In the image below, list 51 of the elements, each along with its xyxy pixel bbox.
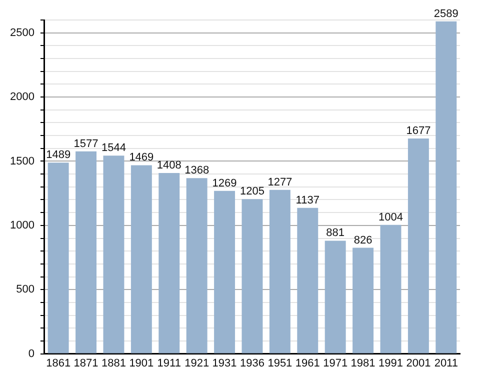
- bar: [214, 190, 236, 354]
- data-label: 881: [326, 227, 345, 240]
- bar: [436, 21, 457, 354]
- data-label: 1408: [156, 160, 182, 172]
- y-tick-label: 500: [16, 284, 34, 296]
- bar: [269, 190, 290, 354]
- y-tick-label: 2000: [10, 91, 34, 104]
- x-tick-label: 1991: [378, 357, 403, 370]
- data-label: 1277: [268, 176, 292, 188]
- bar: [380, 224, 402, 354]
- bar: [352, 248, 374, 354]
- data-label: 1137: [296, 194, 320, 206]
- data-label: 1677: [406, 125, 431, 138]
- x-tick-label: 1881: [101, 357, 126, 370]
- x-tick-label: 1961: [295, 357, 320, 370]
- bar: [48, 162, 69, 354]
- bar: [130, 165, 152, 354]
- data-label: 1469: [129, 152, 154, 164]
- y-tick-label: 2500: [10, 26, 34, 39]
- bar: [158, 173, 180, 354]
- y-tick-label: 1000: [10, 219, 34, 232]
- x-tick-label: 1911: [157, 357, 181, 370]
- bar: [103, 156, 124, 354]
- x-tick-label: 1936: [240, 357, 264, 370]
- x-tick-label: 1861: [46, 357, 71, 370]
- data-label: 1004: [378, 211, 403, 224]
- data-label: 1544: [101, 142, 126, 154]
- bar: [242, 199, 263, 354]
- data-label: 826: [354, 234, 372, 246]
- bar: [324, 240, 346, 354]
- data-label: 1577: [74, 138, 98, 150]
- x-tick-label: 1871: [74, 357, 98, 370]
- data-label: 1269: [212, 177, 237, 190]
- y-tick-label: 1500: [10, 155, 34, 168]
- bar: [408, 138, 429, 354]
- data-label: 1205: [240, 186, 264, 198]
- x-tick-label: 2011: [434, 357, 458, 370]
- data-label: 1368: [184, 164, 210, 177]
- x-tick-label: 1951: [268, 357, 292, 370]
- data-label: 1489: [46, 149, 71, 162]
- x-tick-label: 1971: [323, 357, 348, 370]
- bar: [186, 178, 208, 354]
- y-tick-label: 0: [28, 348, 34, 360]
- x-tick-label: 1981: [350, 357, 376, 370]
- x-tick-label: 1931: [212, 357, 237, 370]
- x-tick-label: 1921: [184, 357, 210, 370]
- x-tick-label: 2001: [406, 357, 431, 370]
- data-label: 2589: [434, 8, 458, 20]
- bar: [76, 151, 97, 354]
- x-tick-label: 1901: [129, 357, 154, 370]
- bar: [297, 208, 318, 354]
